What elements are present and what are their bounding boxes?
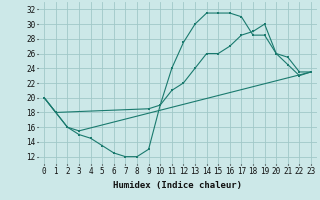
X-axis label: Humidex (Indice chaleur): Humidex (Indice chaleur) [113,181,242,190]
